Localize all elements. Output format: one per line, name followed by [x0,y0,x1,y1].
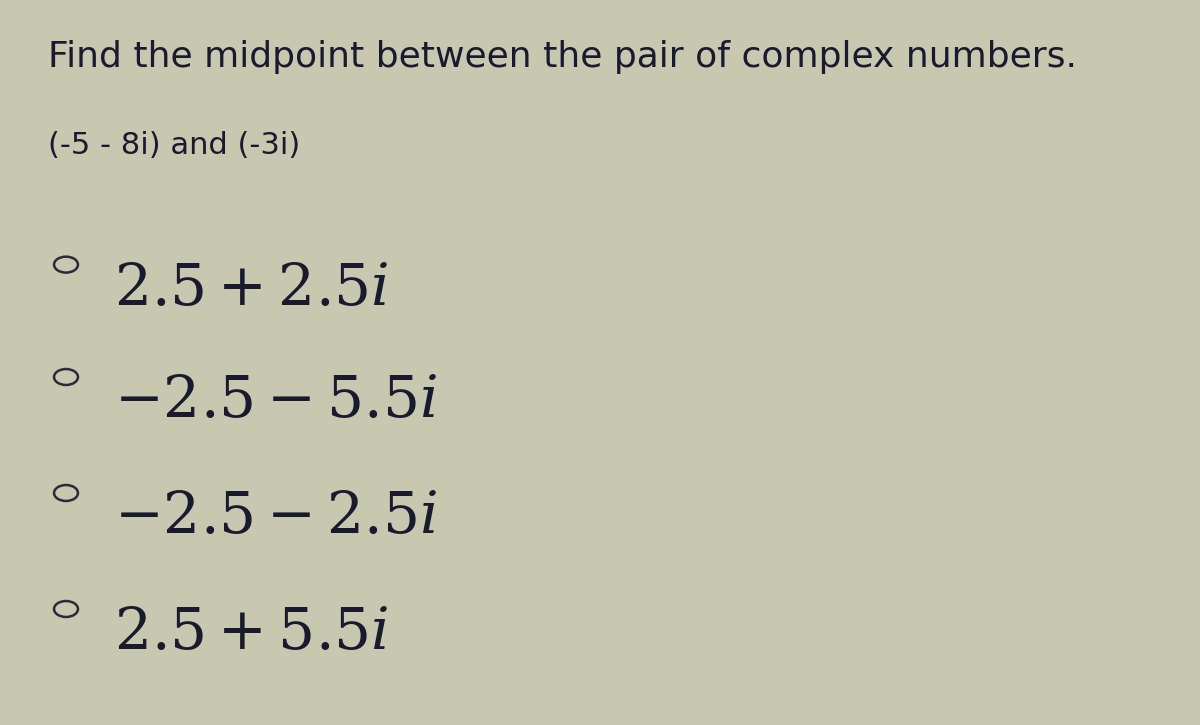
Text: Find the midpoint between the pair of complex numbers.: Find the midpoint between the pair of co… [48,40,1078,74]
Text: (-5 - 8i) and (-3i): (-5 - 8i) and (-3i) [48,130,300,160]
Text: $-2.5-5.5i$: $-2.5-5.5i$ [114,373,438,429]
Text: $2.5+5.5i$: $2.5+5.5i$ [114,605,389,661]
Text: $-2.5-2.5i$: $-2.5-2.5i$ [114,489,438,545]
Text: $2.5+2.5i$: $2.5+2.5i$ [114,261,389,317]
